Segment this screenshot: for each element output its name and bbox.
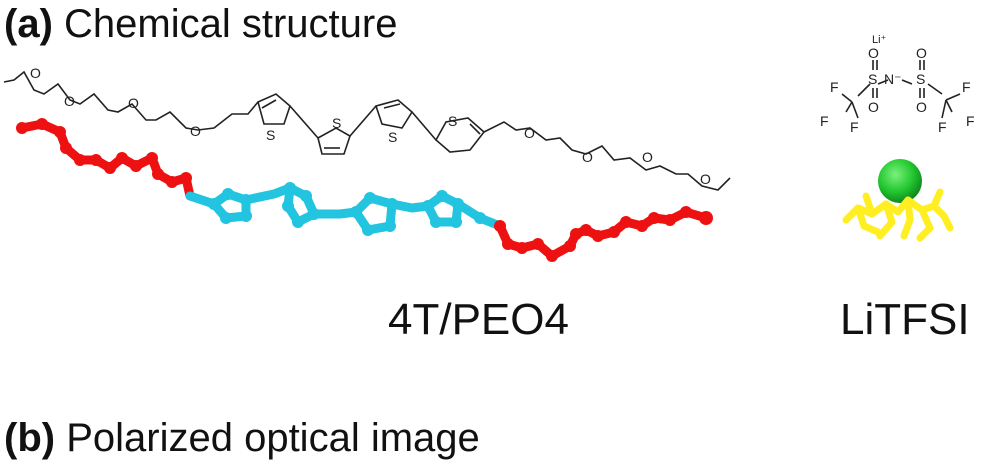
- oxygen-atom: O: [30, 65, 41, 81]
- fluorine-atom: F: [820, 113, 829, 129]
- oxygen-atom: O: [190, 123, 201, 139]
- sulfur-atom: S: [448, 113, 457, 129]
- sulfur-atom: S: [388, 129, 397, 145]
- sulfur-atom: S: [332, 115, 341, 131]
- fluorine-atom: F: [850, 119, 859, 135]
- fluorine-atom: F: [962, 79, 971, 95]
- peo-chain-left: [17, 119, 195, 201]
- thiophene-atoms: [208, 182, 486, 236]
- peo-atoms-right: [494, 206, 713, 262]
- molecule-label-litfsi: LiTFSI: [840, 295, 970, 344]
- fluorine-atom: F: [966, 113, 975, 129]
- panel-b-title: (b) Polarized optical image: [4, 418, 480, 458]
- lithium-ion: Li⁺: [872, 34, 887, 46]
- oxygen-atom: O: [524, 125, 535, 141]
- skeletal-atom-labels: O O O O S S S S O O O O: [30, 65, 711, 187]
- oxygen-atom: O: [868, 99, 879, 115]
- skeletal-formula-4t-peo4: [3, 70, 731, 191]
- fluorine-atom: F: [938, 119, 947, 135]
- nitrogen-anion: N⁻: [884, 71, 902, 87]
- panel-a-letter: (a): [4, 2, 53, 46]
- fluorine-atom: F: [830, 79, 839, 95]
- tfsi-anion-sticks: [842, 188, 954, 242]
- sulfur-atom: S: [916, 71, 925, 87]
- oxygen-atom: O: [916, 99, 927, 115]
- panel-b-text: Polarized optical image: [66, 416, 480, 460]
- skeletal-formula-litfsi: [841, 60, 961, 119]
- oxygen-atom: O: [64, 93, 75, 109]
- oxygen-atom: O: [128, 95, 139, 111]
- lithium-sphere: [878, 159, 922, 203]
- litfsi-atom-labels: Li⁺ N⁻ S S O O O O F F F F F F: [820, 34, 975, 135]
- panel-a-text: Chemical structure: [64, 2, 398, 46]
- panel-b-letter: (b): [4, 416, 56, 460]
- molecule-label-4t-peo4: 4T/PEO4: [388, 295, 569, 344]
- litfsi-3d-model: [842, 159, 954, 242]
- sulfur-atom: S: [868, 71, 877, 87]
- oxygen-atom: O: [582, 149, 593, 165]
- peo-chain-right: [495, 207, 711, 261]
- sulfur-atom: S: [266, 127, 275, 143]
- oxygen-atom: O: [868, 45, 879, 61]
- ball-stick-model-4t-peo4: [16, 118, 713, 262]
- oxygen-atom: O: [700, 171, 711, 187]
- oxygen-atom: O: [916, 45, 927, 61]
- peo-atoms-left: [16, 118, 192, 188]
- panel-a-title: (a) Chemical structure: [4, 4, 397, 44]
- oxygen-atom: O: [642, 149, 653, 165]
